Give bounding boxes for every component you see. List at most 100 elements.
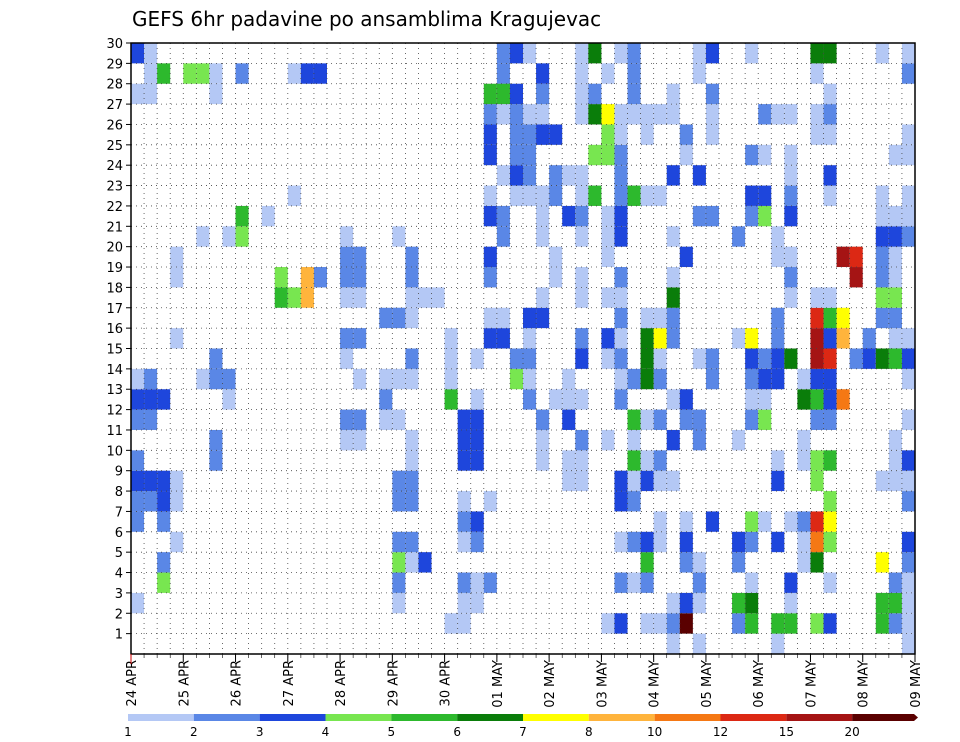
ensemble-cell (784, 511, 798, 532)
ensemble-cell (588, 104, 602, 125)
ensemble-cell (614, 491, 628, 512)
ensemble-cell (758, 511, 772, 532)
ensemble-cell (901, 552, 915, 573)
ensemble-cell (771, 450, 785, 471)
ensemble-cell (758, 144, 772, 166)
ensemble-cell (810, 389, 824, 410)
ensemble-cell (457, 531, 471, 553)
ensemble-cell (901, 124, 915, 145)
ensemble-cell (901, 572, 915, 593)
colorbar-swatch (523, 714, 589, 721)
ensemble-cell (131, 470, 145, 492)
ensemble-cell (784, 144, 798, 166)
ensemble-cell (196, 63, 210, 84)
ensemble-cell (588, 43, 602, 64)
ensemble-cell (131, 511, 145, 532)
ensemble-cell (653, 531, 667, 553)
ensemble-cell (888, 450, 902, 471)
ensemble-cell (614, 43, 628, 64)
colorbar-swatch (128, 714, 194, 721)
ensemble-cell (810, 124, 824, 145)
ensemble-cell (771, 633, 785, 654)
ensemble-cell (653, 307, 667, 329)
ensemble-cell (745, 531, 759, 553)
ensemble-cell (653, 104, 667, 125)
colorbar-label: 5 (388, 725, 396, 739)
ensemble-cell (640, 613, 654, 634)
ensemble-cell (483, 144, 497, 166)
ensemble-cell (588, 83, 602, 105)
ensemble-cell (784, 246, 798, 268)
ensemble-cell (901, 368, 915, 390)
ensemble-cell (209, 429, 223, 451)
ensemble-cell (209, 450, 223, 471)
ensemble-cell (549, 267, 563, 288)
y-tick-label: 9 (115, 465, 123, 480)
colorbar-label: 15 (779, 725, 794, 739)
x-tick-label: 09 MAY (909, 660, 924, 708)
ensemble-cell (745, 389, 759, 410)
ensemble-cell (640, 104, 654, 125)
colorbar-label: 20 (845, 725, 860, 739)
ensemble-cell (614, 531, 628, 553)
ensemble-cell (183, 63, 197, 84)
ensemble-cell (483, 83, 497, 105)
ensemble-cell (496, 43, 510, 64)
ensemble-cell (144, 470, 158, 492)
ensemble-cell (562, 409, 576, 430)
ensemble-cell (640, 470, 654, 492)
ensemble-cell (901, 185, 915, 206)
ensemble-cell (444, 368, 458, 390)
ensemble-cell (601, 124, 615, 145)
ensemble-cell (849, 348, 863, 369)
ensemble-cell (901, 491, 915, 512)
ensemble-cell (523, 43, 537, 64)
ensemble-cell (679, 552, 693, 573)
y-tick-label: 17 (106, 302, 123, 317)
x-tick-label: 05 MAY (700, 660, 715, 708)
ensemble-cell (705, 348, 719, 369)
ensemble-cell (575, 348, 589, 369)
ensemble-cell (562, 470, 576, 492)
y-tick-label: 19 (106, 261, 123, 276)
ensemble-cell (901, 470, 915, 492)
ensemble-cell (784, 287, 798, 308)
ensemble-cell (483, 185, 497, 206)
ensemble-cell (274, 267, 288, 288)
ensemble-cell (771, 307, 785, 329)
x-tick-label: 07 MAY (804, 660, 819, 708)
ensemble-cell (771, 470, 785, 492)
ensemble-cell (732, 328, 746, 349)
ensemble-cell (170, 267, 184, 288)
ensemble-cell (509, 368, 523, 390)
colorbar-label: 6 (453, 725, 461, 739)
ensemble-cell (470, 511, 484, 532)
ensemble-cell (679, 531, 693, 553)
ensemble-cell (392, 592, 406, 614)
ensemble-cell (888, 307, 902, 329)
ensemble-cell (784, 572, 798, 593)
ensemble-cell (601, 63, 615, 84)
ensemble-cell (405, 552, 419, 573)
ensemble-cell (287, 287, 301, 308)
ensemble-cell (614, 124, 628, 145)
ensemble-cell (353, 246, 367, 268)
ensemble-cell (640, 531, 654, 553)
ensemble-cell (131, 389, 145, 410)
ensemble-cell (836, 307, 850, 329)
ensemble-cell (823, 328, 837, 349)
ensemble-cell (627, 63, 641, 84)
ensemble-cell (536, 287, 550, 308)
ensemble-cell (666, 592, 680, 614)
ensemble-cell (392, 531, 406, 553)
ensemble-cell (758, 389, 772, 410)
ensemble-cell (627, 409, 641, 430)
ensemble-cell (157, 63, 171, 84)
ensemble-cell (405, 348, 419, 369)
ensemble-cell (679, 124, 693, 145)
ensemble-cell (901, 63, 915, 84)
ensemble-cell (405, 307, 419, 329)
ensemble-cell (797, 531, 811, 553)
ensemble-cell (705, 124, 719, 145)
y-tick-label: 26 (106, 118, 123, 133)
